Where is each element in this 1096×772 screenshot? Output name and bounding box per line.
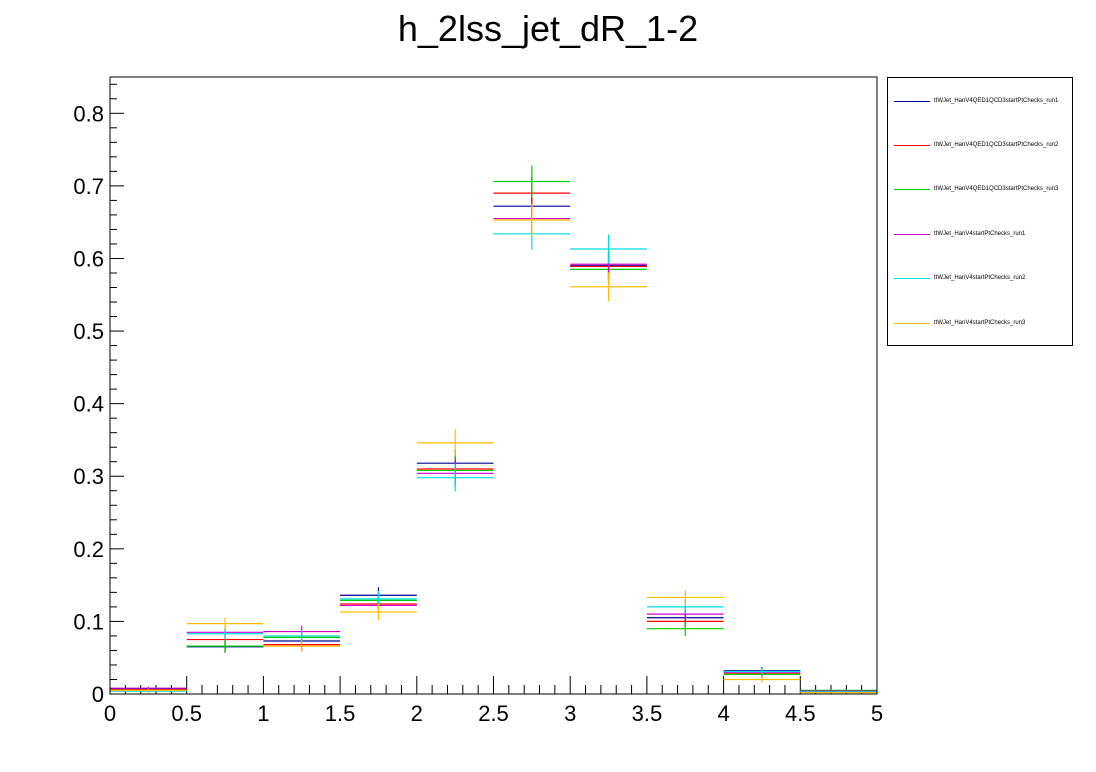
legend-label: ttWJet_HanV4startPtChecks_run3	[934, 320, 1026, 326]
legend-label: ttWJet_HanV4QED1QCD3startPtChecks_run3	[934, 186, 1059, 192]
x-tick-label: 4	[717, 701, 729, 726]
legend-entry: ttWJet_HanV4startPtChecks_run3	[894, 317, 1025, 329]
legend-swatch	[894, 100, 930, 102]
y-tick-label: 0	[92, 682, 104, 707]
y-tick-label: 0.3	[73, 464, 104, 489]
series-6	[110, 204, 877, 694]
legend-label: ttWJet_HanV4startPtChecks_run1	[934, 231, 1026, 237]
x-tick-label: 4.5	[785, 701, 816, 726]
legend-entry: ttWJet_HanV4QED1QCD3startPtChecks_run1	[894, 95, 1058, 107]
legend-swatch	[894, 322, 930, 324]
legend-label: ttWJet_HanV4startPtChecks_run2	[934, 275, 1026, 281]
chart-title: h_2lss_jet_dR_1-2	[397, 8, 699, 49]
legend-label: ttWJet_HanV4QED1QCD3startPtChecks_run1	[934, 98, 1059, 104]
y-tick-label: 0.6	[73, 246, 104, 271]
legend-swatch	[894, 188, 930, 190]
series-3	[110, 165, 877, 692]
y-tick-label: 0.1	[73, 609, 104, 634]
y-tick-label: 0.7	[73, 174, 104, 199]
legend-swatch	[894, 144, 930, 146]
plot-frame	[109, 76, 878, 695]
series-2	[110, 177, 877, 692]
legend-entry: ttWJet_HanV4startPtChecks_run2	[894, 272, 1025, 284]
series-1	[110, 190, 877, 693]
x-tick-label: 2	[411, 701, 423, 726]
legend-swatch	[894, 233, 930, 235]
x-tick-label: 0.5	[171, 701, 202, 726]
x-tick-label: 3	[564, 701, 576, 726]
x-tick-label: 1	[257, 701, 269, 726]
x-tick-label: 1.5	[325, 701, 356, 726]
x-tick-label: 0	[104, 701, 116, 726]
legend-swatch	[894, 277, 930, 279]
y-tick-label: 0.5	[73, 319, 104, 344]
axes: 0 0.1 0.2 0.3 0.4 0.5 0.6 0.7 0.8 0 0.5 1 1.5 2 2.5 3 3.…	[73, 83, 883, 726]
legend-entry: ttWJet_HanV4QED1QCD3startPtChecks_run3	[894, 183, 1058, 195]
y-tick-label: 0.4	[73, 392, 104, 417]
legend-label: ttWJet_HanV4QED1QCD3startPtChecks_run2	[934, 142, 1059, 148]
x-tick-label: 2.5	[478, 701, 509, 726]
x-tick-label: 5	[871, 701, 883, 726]
y-tick-label: 0.8	[73, 101, 104, 126]
x-tick-label: 3.5	[632, 701, 663, 726]
series-5	[110, 217, 877, 693]
y-tick-label: 0.2	[73, 537, 104, 562]
series-layer	[110, 165, 877, 694]
legend-entry: ttWJet_HanV4startPtChecks_run1	[894, 228, 1025, 240]
legend-entry: ttWJet_HanV4QED1QCD3startPtChecks_run2	[894, 139, 1058, 151]
